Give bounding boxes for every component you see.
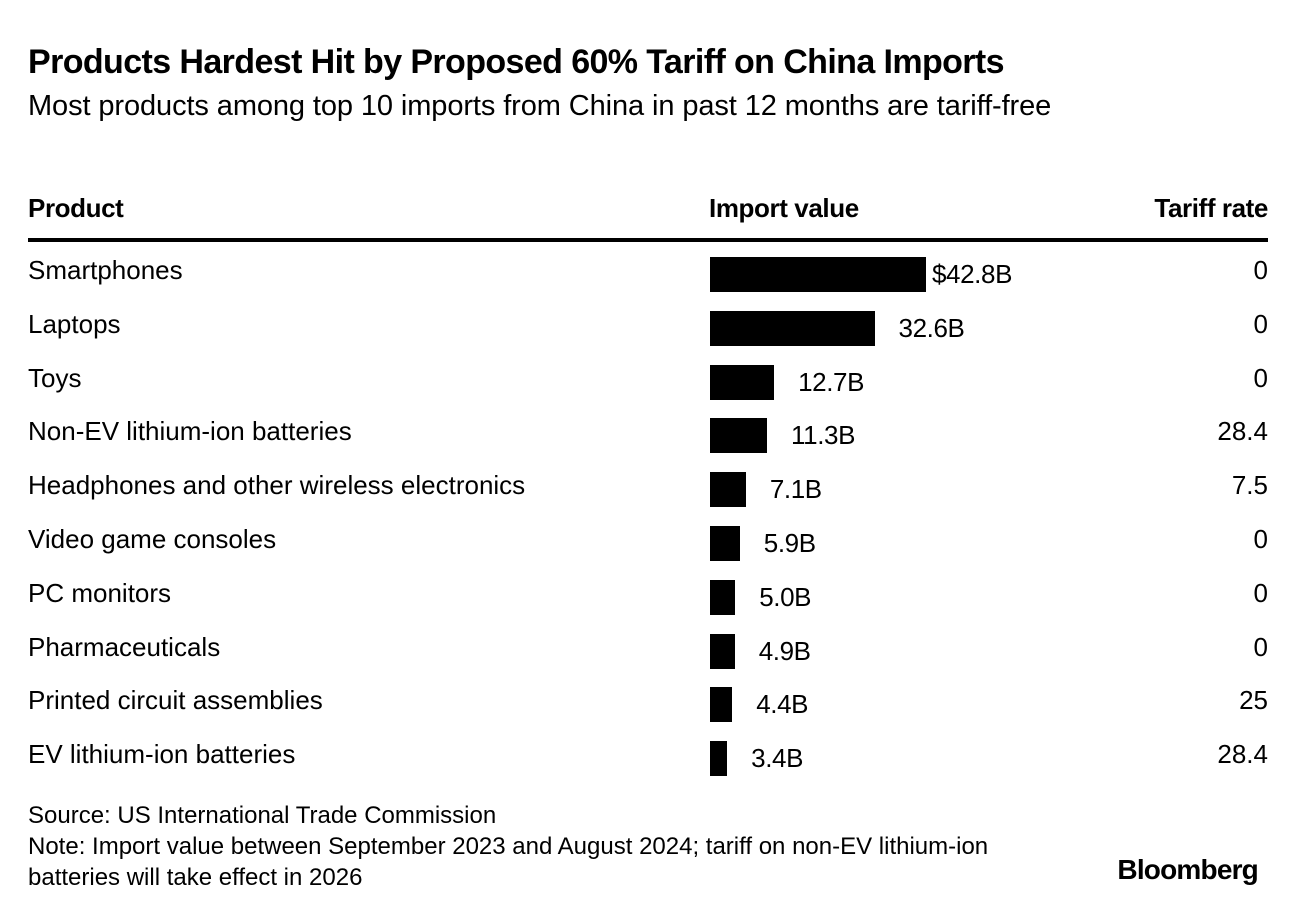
import-value-bar [710,418,768,454]
column-header-tariff-rate: Tariff rate [1154,193,1268,223]
product-label: Headphones and other wireless electronic… [28,470,526,501]
tariff-rate-value: 28.4 [1217,416,1268,447]
import-value-bar [710,310,875,346]
import-value-label: 11.3B [791,420,856,451]
import-value-bar [710,526,740,561]
table-row: PC monitors 5.0B 0 [0,567,1296,621]
product-label: Video game consoles [28,524,277,554]
column-header-import-value: Import value [709,193,859,223]
tariff-rate-value: 28.4 [1217,739,1268,770]
product-label: Non-EV lithium-ion batteries [28,416,352,447]
bloomberg-logo: Bloomberg [1117,854,1258,885]
product-label: Pharmaceuticals [28,631,221,662]
chart-subtitle: Most products among top 10 imports from … [28,90,1052,122]
product-label: Smartphones [28,255,183,285]
table-row: Non-EV lithium-ion batteries 11.3B 28.4 [0,405,1296,459]
import-value-bar [710,364,775,400]
import-value-label: 32.6B [898,312,965,343]
import-value-bar [710,579,736,615]
table-row: Laptops 32.6B 0 [0,298,1296,352]
table-row: Printed circuit assemblies 4.4B 25 [0,674,1296,728]
import-value-label: 5.0B [759,581,812,612]
import-value-bar [710,633,735,669]
tariff-rate-value: 0 [1253,255,1268,285]
product-label: Laptops [28,308,121,339]
tariff-rate-value: 0 [1253,577,1268,608]
source-note: Source: US International Trade Commissio… [28,802,497,829]
table-row: EV lithium-ion batteries 3.4B 28.4 [0,728,1296,782]
table-row: Headphones and other wireless electronic… [0,459,1296,513]
import-value-label: $42.8B [932,259,1013,289]
tariff-rate-value: 0 [1253,362,1268,393]
import-value-bar [710,687,733,723]
tariff-rate-value: 25 [1239,685,1268,716]
tariff-rate-value: 0 [1253,308,1268,339]
import-value-label: 4.9B [758,635,811,666]
import-value-label: 3.4B [751,743,804,774]
import-value-label: 12.7B [798,366,865,397]
import-value-bar [710,741,728,777]
import-value-label: 7.1B [769,474,822,505]
import-value-label: 4.4B [756,689,809,720]
product-label: EV lithium-ion batteries [28,739,296,770]
product-label: Printed circuit assemblies [28,685,323,716]
import-value-label: 5.9B [763,528,816,558]
import-value-bar [710,472,746,508]
header-divider [28,238,1268,242]
tariff-rate-value: 7.5 [1231,470,1268,501]
import-value-bar [710,257,926,292]
tariff-rate-value: 0 [1253,524,1268,554]
table-row: Video game consoles 5.9B 0 [0,513,1296,567]
footnote: Note: Import value between September 202… [28,833,989,891]
table-row: Pharmaceuticals 4.9B 0 [0,621,1296,675]
product-label: Toys [28,362,82,393]
table-row: Smartphones $42.8B 0 [0,244,1296,298]
table-row: Toys 12.7B 0 [0,352,1296,406]
product-label: PC monitors [28,577,172,608]
chart-title: Products Hardest Hit by Proposed 60% Tar… [28,43,1005,81]
column-header-product: Product [28,193,124,223]
tariff-rate-value: 0 [1253,631,1268,662]
